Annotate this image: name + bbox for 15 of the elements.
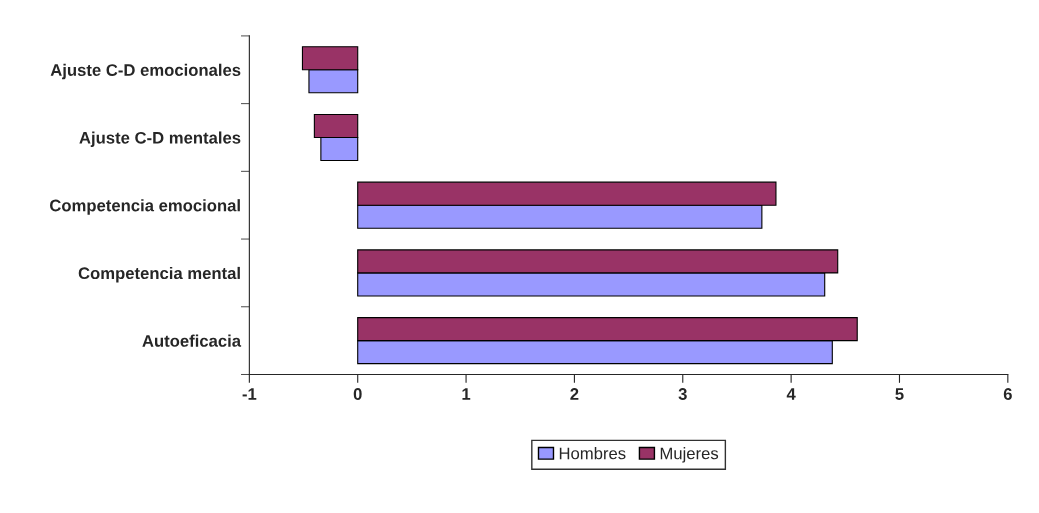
- x-tick-label: 6: [1003, 388, 1012, 400]
- legend-label: Hombres: [559, 447, 626, 460]
- x-tick-label: 5: [895, 388, 904, 400]
- y-tick-label: Competencia emocional: [50, 199, 240, 215]
- legend-label: Mujeres: [660, 447, 719, 463]
- y-tick-label: Ajuste C-D emocionales: [50, 63, 241, 80]
- y-tick-label: Competencia mental: [78, 266, 240, 283]
- x-tick-label: 0: [353, 388, 362, 400]
- x-tick-label: 2: [570, 388, 579, 400]
- x-tick-label: 3: [678, 388, 687, 400]
- x-tick-label: -1: [242, 388, 257, 400]
- y-tick-label: Autoeficacia: [142, 334, 242, 347]
- x-tick-label: 4: [786, 388, 796, 400]
- y-tick-label: Ajuste C-D mentales: [79, 131, 241, 147]
- x-tick-label: 1: [462, 388, 471, 400]
